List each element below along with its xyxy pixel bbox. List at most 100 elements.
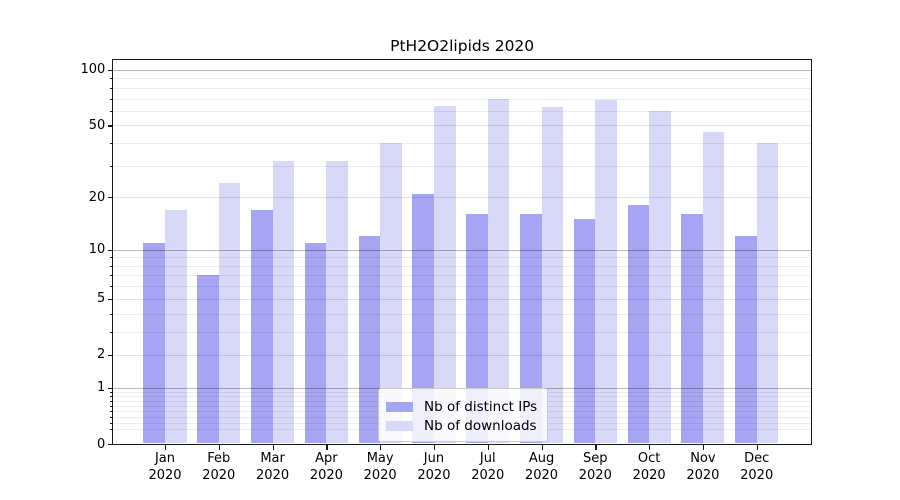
y-minor-tick-mark — [110, 416, 114, 418]
bar-downloads-feb — [218, 183, 241, 444]
x-tick-label-apr: Apr 2020 — [298, 450, 354, 484]
legend-row: Nb of downloads — [386, 416, 537, 435]
x-tick-mark — [487, 445, 489, 450]
legend: Nb of distinct IPs Nb of downloads — [378, 388, 549, 442]
gridline — [113, 249, 811, 251]
x-tick-label-oct: Oct 2020 — [621, 450, 677, 484]
y-minor-tick-mark — [110, 400, 114, 402]
x-tick-mark — [702, 445, 705, 450]
gridline — [113, 87, 811, 89]
bar-downloads-nov — [702, 131, 725, 444]
y-tick-mark — [108, 125, 114, 127]
y-tick-mark — [108, 298, 114, 300]
y-minor-tick-mark — [110, 422, 114, 424]
bar-downloads-mar — [272, 160, 295, 444]
y-minor-tick-mark — [110, 313, 114, 315]
y-minor-tick-mark — [110, 98, 114, 100]
y-tick-mark — [108, 354, 114, 357]
gridline — [113, 98, 811, 100]
bar-ips-aug — [519, 214, 542, 444]
bar-downloads-dec — [756, 143, 779, 444]
x-tick-label-jan: Jan 2020 — [137, 450, 193, 484]
bar-downloads-jun — [433, 105, 456, 444]
bar-ips-apr — [304, 242, 327, 444]
y-minor-tick-mark — [110, 275, 114, 277]
y-tick-mark — [108, 249, 114, 251]
bar-ips-jan — [143, 242, 165, 444]
y-minor-tick-mark — [110, 391, 114, 393]
y-tick-mark — [108, 387, 114, 389]
x-tick-label-jun: Jun 2020 — [406, 450, 462, 484]
x-tick-label-nov: Nov 2020 — [675, 450, 731, 484]
legend-label: Nb of distinct IPs — [424, 398, 538, 415]
bar-ips-may — [358, 236, 381, 444]
x-tick-label-year: 2020 — [417, 468, 451, 483]
bar-downloads-oct — [649, 110, 671, 444]
x-tick-label-year: 2020 — [148, 468, 182, 483]
bar-ips-sep — [573, 219, 596, 444]
y-minor-tick-mark — [110, 143, 114, 145]
x-tick-label-year: 2020 — [686, 468, 720, 483]
y-tick-mark — [108, 69, 114, 72]
y-minor-tick-mark — [110, 110, 114, 112]
gridline — [113, 265, 811, 267]
gridline — [113, 313, 811, 315]
x-tick-label-year: 2020 — [471, 468, 505, 483]
y-minor-tick-mark — [110, 286, 114, 288]
x-tick-label-may: May 2020 — [352, 450, 408, 484]
gridline — [113, 143, 811, 145]
x-tick-mark — [272, 445, 274, 450]
gridline — [113, 110, 811, 112]
x-tick-label-year: 2020 — [632, 468, 666, 483]
y-tick-label: 1 — [97, 380, 106, 396]
y-tick-label: 100 — [80, 62, 106, 78]
y-minor-tick-mark — [110, 405, 114, 407]
bar-ips-mar — [250, 209, 273, 444]
y-tick-label: 10 — [88, 242, 106, 258]
bar-downloads-jan — [165, 209, 187, 444]
top-spine — [112, 59, 811, 61]
bar-ips-jul — [466, 214, 488, 444]
y-minor-tick-mark — [110, 87, 114, 89]
gridline — [113, 197, 811, 199]
x-tick-label-sep: Sep 2020 — [567, 450, 623, 484]
y-tick-label: 20 — [88, 189, 106, 205]
x-tick-mark — [165, 445, 167, 450]
y-minor-tick-mark — [110, 257, 114, 259]
y-minor-tick-mark — [110, 429, 114, 431]
y-axis-line — [112, 59, 114, 445]
y-minor-tick-mark — [110, 411, 114, 413]
y-tick-label: 5 — [97, 291, 106, 307]
x-tick-mark — [595, 445, 597, 450]
x-tick-mark — [433, 445, 436, 450]
gridline — [113, 331, 811, 333]
bar-downloads-aug — [541, 106, 564, 444]
x-tick-label-year: 2020 — [256, 468, 290, 483]
gridline — [113, 257, 811, 259]
x-tick-label-jul: Jul 2020 — [460, 450, 516, 484]
y-tick-mark — [108, 444, 114, 446]
x-tick-label-year: 2020 — [309, 468, 343, 483]
gridline — [113, 354, 811, 356]
gridline — [113, 165, 811, 167]
bar-ips-feb — [197, 275, 219, 444]
y-minor-tick-mark — [110, 331, 114, 333]
x-tick-mark — [541, 445, 543, 450]
y-minor-tick-mark — [110, 78, 114, 80]
gridline — [113, 286, 811, 288]
x-axis-line — [112, 444, 811, 446]
x-tick-label-aug: Aug 2020 — [514, 450, 570, 484]
y-minor-tick-mark — [110, 396, 114, 398]
x-tick-label-dec: Dec 2020 — [729, 450, 785, 484]
legend-row: Nb of distinct IPs — [386, 397, 537, 416]
y-tick-label: 50 — [88, 117, 106, 133]
y-minor-tick-mark — [110, 165, 114, 167]
bar-downloads-sep — [595, 99, 617, 444]
bar-downloads-may — [380, 143, 402, 444]
chart-title: PtH2O2lipids 2020 — [390, 37, 535, 55]
bar-ips-nov — [681, 214, 703, 444]
x-tick-label-year: 2020 — [202, 468, 236, 483]
x-tick-label-mar: Mar 2020 — [245, 450, 301, 484]
x-tick-label-year: 2020 — [524, 468, 559, 483]
